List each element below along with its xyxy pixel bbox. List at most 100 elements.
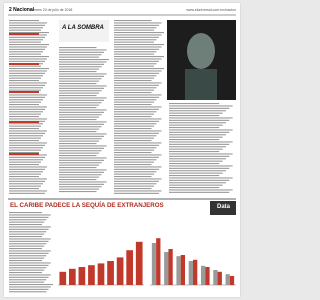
text-line (169, 141, 233, 142)
text-line (169, 149, 223, 150)
text-line (9, 58, 47, 59)
text-line (9, 25, 45, 26)
text-line (9, 255, 46, 256)
text-line (9, 282, 44, 283)
text-line (114, 159, 157, 160)
text-line (59, 76, 104, 77)
text-line (9, 176, 39, 177)
text-line (9, 82, 47, 83)
logo-box (59, 20, 109, 42)
text-line (59, 47, 97, 48)
text-line (9, 226, 51, 227)
text-line (9, 166, 47, 167)
text-line (59, 162, 102, 163)
text-line (114, 176, 152, 177)
text-line (9, 222, 44, 223)
text-line (114, 37, 159, 38)
text-line (114, 22, 162, 23)
text-line (114, 152, 152, 153)
bar (226, 274, 230, 285)
photo-face (187, 33, 215, 69)
text-line (59, 165, 99, 166)
text-line (114, 80, 152, 81)
url: www.eluniversal.com.mx/nacion (186, 8, 236, 12)
text-line (9, 186, 41, 187)
text-line (9, 116, 39, 117)
text-line (9, 111, 43, 112)
charts (58, 238, 236, 285)
text-line (9, 73, 45, 74)
sidebar-heading (9, 33, 39, 35)
text-line (9, 140, 39, 141)
text-line (114, 46, 162, 47)
text-line (114, 133, 159, 134)
text-line (59, 81, 99, 82)
text-line (9, 138, 41, 139)
text-line (114, 104, 152, 105)
text-line (9, 231, 46, 232)
text-line (114, 188, 152, 189)
bar (189, 261, 193, 285)
text-line (59, 78, 102, 79)
text-line (114, 42, 154, 43)
text-line (169, 134, 226, 135)
text-line (59, 64, 104, 65)
text-line (59, 119, 97, 120)
text-line (9, 236, 42, 237)
text-line (114, 58, 162, 59)
text-line (169, 192, 229, 193)
text-line (169, 182, 226, 183)
text-line (114, 135, 157, 136)
text-line (9, 217, 49, 218)
text-line (114, 70, 162, 71)
text-line (114, 123, 157, 124)
text-line (169, 161, 223, 162)
text-line (59, 88, 104, 89)
text-line (59, 138, 102, 139)
text-line (169, 170, 226, 171)
text-line (9, 20, 39, 21)
text-line (9, 272, 42, 273)
text-line (9, 193, 45, 194)
bar (59, 272, 66, 285)
text-line (114, 82, 162, 83)
text-line (59, 121, 107, 122)
bar (176, 256, 180, 285)
text-line (114, 99, 157, 100)
text-line (114, 94, 162, 95)
text-line (59, 145, 107, 146)
text-line (9, 238, 51, 239)
bar (152, 243, 156, 285)
text-line (9, 162, 41, 163)
text-line (114, 186, 154, 187)
text-line (59, 109, 107, 110)
text-line (9, 241, 49, 242)
text-line (59, 160, 104, 161)
text-line (114, 118, 162, 119)
text-line (114, 147, 157, 148)
bar (205, 267, 209, 285)
text-line (59, 66, 102, 67)
text-line (9, 104, 39, 105)
bar (107, 261, 114, 285)
text-line (169, 168, 229, 169)
text-line (59, 52, 104, 53)
text-line (59, 177, 99, 178)
text-line (9, 178, 47, 179)
text-line (114, 73, 159, 74)
text-line (9, 171, 43, 172)
text-line (9, 94, 47, 95)
text-line (9, 44, 49, 45)
text-line (59, 124, 104, 125)
text-line (9, 87, 43, 88)
text-line (9, 102, 41, 103)
text-line (9, 46, 47, 47)
text-line (59, 153, 99, 154)
text-line (59, 112, 104, 113)
text-line (9, 265, 49, 266)
text-line (9, 30, 41, 31)
text-line (169, 127, 219, 128)
text-line (114, 87, 157, 88)
text-line (9, 183, 43, 184)
text-line (9, 229, 49, 230)
